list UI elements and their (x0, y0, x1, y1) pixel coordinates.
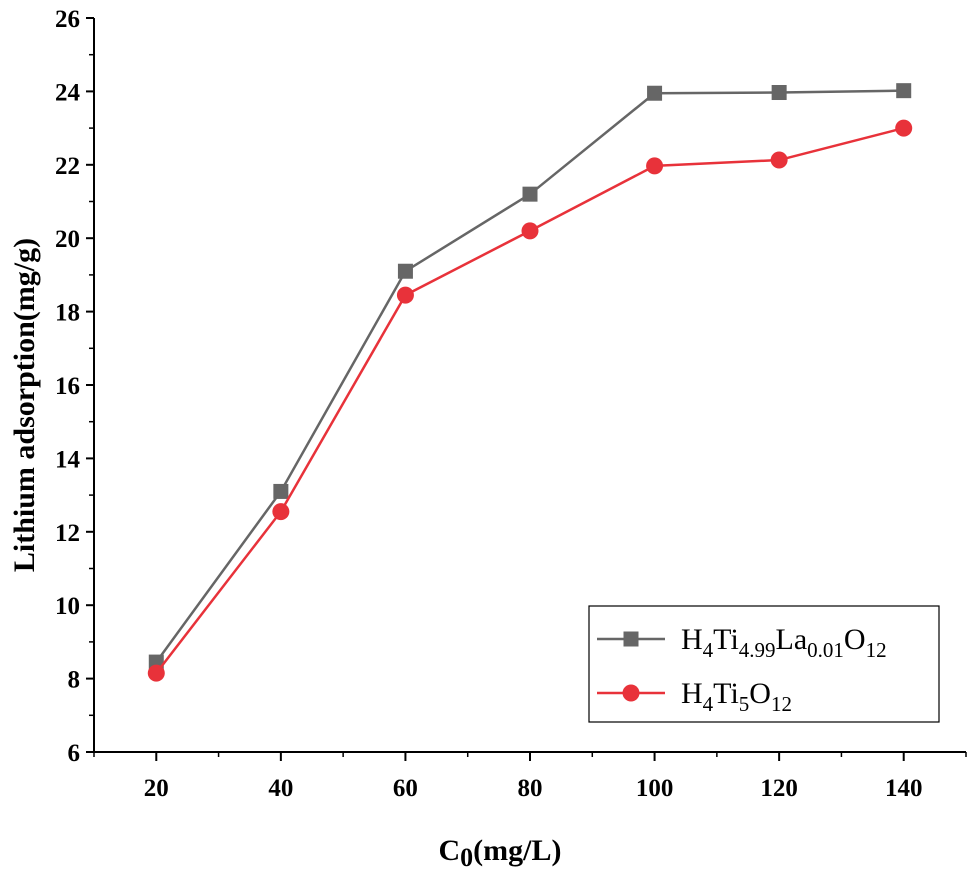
axis-labels: C0(mg/L) Lithium adsorption(mg/g) (8, 238, 562, 872)
x-tick-label: 60 (393, 775, 418, 802)
x-tick-label: 80 (518, 775, 543, 802)
y-tick-label: 10 (55, 593, 80, 620)
x-tick-label: 20 (144, 775, 169, 802)
legend: H4Ti4.99La0.01O12 H4Ti5O12 (588, 605, 940, 723)
legend-label-2: H4Ti5O12 (681, 677, 792, 716)
series-1-point (896, 83, 912, 99)
x-tick-label: 40 (268, 775, 293, 802)
series-2-point (147, 664, 165, 682)
series-1-point (647, 85, 663, 101)
series-1-point (273, 483, 289, 499)
series-1-point (522, 186, 538, 202)
series-2-point (646, 157, 664, 175)
y-tick-label: 14 (55, 446, 81, 473)
series-2-point (770, 151, 788, 169)
y-tick-label: 26 (55, 6, 80, 33)
legend-box (588, 605, 940, 723)
series-1-point (771, 85, 787, 101)
y-tick-label: 24 (55, 79, 81, 106)
axis-ticks: 6 8 10 12 14 16 18 20 22 24 26 20 40 60 80 100 120 140 (55, 6, 967, 802)
series-1 (148, 83, 912, 670)
series-2-line (155, 126, 905, 674)
y-tick-label: 8 (68, 667, 81, 694)
series-layer (147, 83, 913, 682)
y-axis-title: Lithium adsorption(mg/g) (8, 238, 41, 572)
series-2-point (895, 119, 913, 137)
y-tick-label: 16 (55, 373, 80, 400)
series-2-point (396, 286, 414, 304)
series-2 (147, 119, 913, 682)
series-2-point (272, 503, 290, 521)
x-tick-label: 120 (760, 775, 798, 802)
series-1-point (397, 263, 413, 279)
y-tick-label: 18 (55, 300, 80, 327)
x-axis-title: C0(mg/L) (439, 834, 562, 872)
legend-marker-1 (623, 631, 639, 647)
x-tick-label: 100 (636, 775, 674, 802)
legend-label-1: H4Ti4.99La0.01O12 (681, 623, 887, 662)
series-2-point (521, 222, 539, 240)
series-1-line (155, 89, 904, 663)
y-tick-label: 20 (55, 226, 80, 253)
y-tick-label: 12 (55, 520, 80, 547)
legend-marker-2 (622, 684, 640, 702)
y-tick-label: 22 (55, 153, 80, 180)
y-tick-label: 6 (68, 740, 81, 767)
x-tick-label: 140 (885, 775, 923, 802)
